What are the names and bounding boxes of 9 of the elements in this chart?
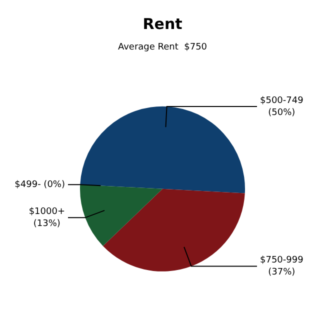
data-label: (50%) bbox=[268, 108, 296, 118]
slice-label: $1000+ bbox=[28, 207, 65, 217]
chart-title: Rent bbox=[142, 14, 182, 33]
data-label: (13%) bbox=[33, 219, 60, 229]
slice-label: $500-749 bbox=[260, 96, 304, 106]
slice-label: $750-999 bbox=[260, 256, 304, 266]
data-label: (37%) bbox=[268, 268, 296, 278]
legend-label: $499- (0%) bbox=[14, 180, 65, 190]
chart-subtitle: Average Rent $750 bbox=[118, 42, 208, 53]
